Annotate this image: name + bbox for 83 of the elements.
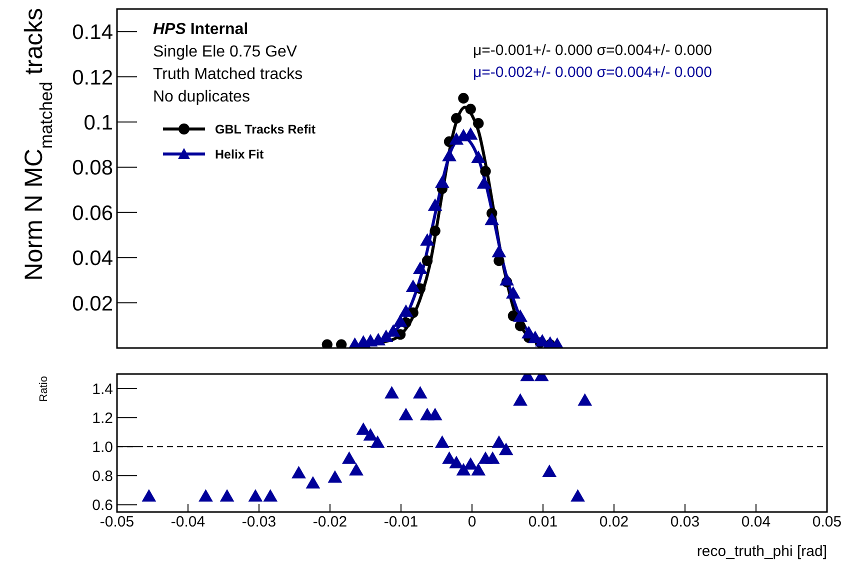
point (363, 428, 378, 441)
point (248, 489, 263, 502)
point (142, 489, 156, 502)
point (485, 451, 500, 464)
point (449, 456, 464, 468)
x-tick-label: 0 (468, 514, 476, 531)
point (513, 309, 528, 322)
point (292, 466, 306, 478)
point (412, 261, 428, 274)
annotation: μ=-0.001+/- 0.000 σ=0.004+/- 0.000 (473, 42, 712, 59)
point (428, 408, 442, 420)
y-tick-label: 0.1 (84, 111, 113, 134)
x-tick-label: -0.02 (312, 514, 348, 531)
y-tick-label: 0.12 (72, 66, 113, 90)
annotation: No duplicates (153, 88, 250, 106)
point (456, 463, 471, 476)
point (349, 463, 364, 476)
point (328, 470, 342, 483)
point (406, 280, 420, 292)
point (476, 176, 492, 189)
point (498, 442, 514, 456)
point (384, 386, 399, 398)
x-tick-label: 0.05 (812, 514, 842, 531)
point (336, 339, 347, 348)
y-tick-label: 1.4 (92, 380, 113, 398)
point (428, 198, 442, 211)
point (393, 314, 408, 327)
x-tick-label: -0.04 (170, 514, 206, 531)
y-tick-label: 0.6 (92, 497, 113, 514)
y-tick-label: 0.06 (72, 202, 113, 225)
point (398, 408, 414, 420)
y-axis-title: Ratio (38, 376, 50, 402)
x-tick-label: -0.03 (242, 514, 276, 531)
point (484, 212, 500, 226)
y-tick-label: 0.08 (72, 156, 113, 180)
y-tick-label: 1.2 (92, 410, 113, 427)
point (465, 104, 476, 114)
point (463, 457, 478, 470)
y-tick-label: 1.0 (92, 438, 113, 456)
point (306, 476, 320, 489)
annotation: HPS Internal (153, 21, 248, 38)
point (398, 304, 414, 317)
point (471, 150, 486, 163)
annotation: Single Ele 0.75 GeV (153, 44, 298, 60)
y-tick-label: 0.14 (72, 21, 114, 44)
point (434, 175, 450, 188)
point (198, 489, 213, 502)
point (412, 386, 428, 398)
point (322, 339, 333, 348)
point (471, 463, 486, 476)
x-tick-label: -0.01 (384, 514, 418, 531)
point (500, 273, 514, 286)
x-tick-label: -0.05 (100, 514, 134, 531)
point (506, 286, 520, 299)
point (434, 435, 450, 448)
point (492, 435, 506, 448)
y-tick-label: 0.02 (72, 292, 113, 316)
point (513, 393, 528, 406)
point (570, 489, 585, 502)
point (578, 393, 592, 406)
point (220, 489, 234, 502)
point (420, 233, 434, 246)
point (342, 451, 356, 464)
x-tick-label: 0.02 (599, 514, 629, 531)
annotation: μ=-0.002+/- 0.000 σ=0.004+/- 0.000 (473, 64, 712, 81)
x-tick-label: 0.01 (528, 514, 558, 531)
point (480, 166, 491, 177)
y-tick-label: 0.8 (92, 468, 113, 486)
x-axis-title: reco_truth_phi [rad] (696, 543, 827, 560)
point (473, 118, 484, 129)
point (370, 435, 385, 448)
x-tick-label: 0.03 (670, 514, 700, 531)
x-tick-label: 0.04 (741, 514, 771, 531)
legend-label: Helix Fit (215, 148, 264, 162)
legend-label: GBL Tracks Refit (215, 122, 316, 136)
point (442, 148, 456, 162)
point (458, 92, 469, 104)
point (263, 489, 278, 502)
point (451, 113, 462, 124)
annotation: Truth Matched tracks (153, 66, 303, 83)
point (542, 464, 557, 477)
y-tick-label: 0.04 (72, 247, 114, 270)
point (492, 244, 506, 258)
